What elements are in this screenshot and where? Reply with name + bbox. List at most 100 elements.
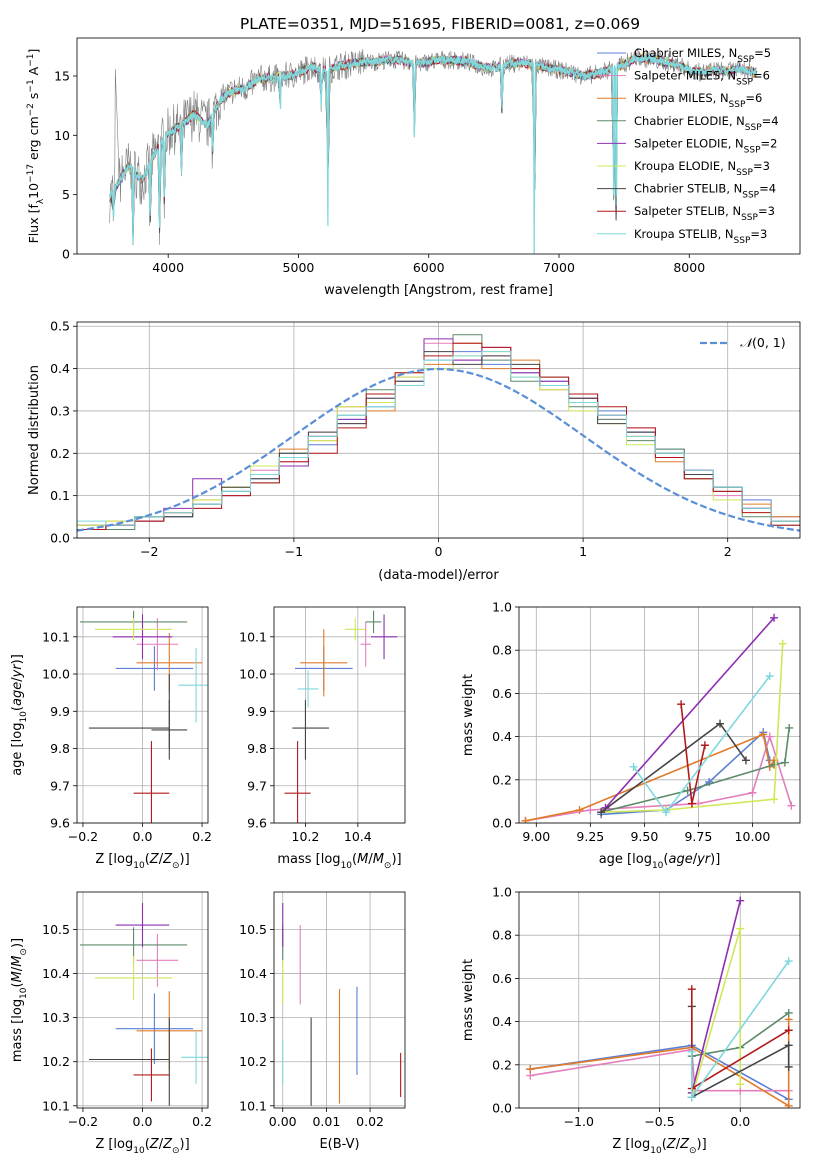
axes-weight-vs-z: −1.0 −0.5 0.0 0.0 0.2 0.4 0.6 0.8 1.0 Z [log10(Z/… (461, 885, 801, 1156)
errorbar-marker (115, 993, 194, 1064)
legend-label: Kroupa STELIB, NSSP=3 (634, 227, 767, 246)
plot-area-age-vs-mass (284, 610, 398, 823)
plus-marker (687, 985, 696, 994)
plot-area-mass-vs-ebv (282, 903, 402, 1106)
x-tick-label: 10.4 (344, 829, 372, 844)
y-tick-label: 10.1 (239, 629, 267, 644)
y-tick-label: 10.4 (239, 966, 267, 981)
axes-age-vs-z: −0.2 0.0 0.2 9.6 9.7 9.8 9.9 10.0 10.1 Z [log10(Z… (10, 606, 212, 871)
errorbar-marker (115, 646, 194, 691)
axes-residuals: −2 −1 0 1 2 0.0 0.1 0.2 0.3 0.4 0.5 𝒩(0, 1) (data-mo… (27, 319, 801, 583)
y-tick-label: 0.8 (492, 643, 512, 658)
spectrum-model-line (109, 53, 758, 241)
x-tick-label: 0.02 (356, 1114, 384, 1129)
plus-marker (526, 1065, 535, 1074)
y-tick-label: 0.8 (492, 928, 512, 943)
y-tick-label: 5 (62, 187, 70, 202)
errorbar-marker (300, 629, 348, 697)
y-tick-label: 0.5 (50, 319, 70, 334)
plus-marker (586, 806, 595, 815)
weight-series-line (604, 617, 775, 809)
y-axis-label: Normed distribution (27, 365, 42, 495)
x-tick-label: 10.2 (292, 829, 320, 844)
y-tick-label: 0.2 (50, 446, 70, 461)
y-tick-label: 10.2 (239, 1054, 267, 1069)
x-tick-label: −0.2 (68, 829, 98, 844)
y-tick-label: 0.0 (492, 816, 512, 831)
plus-marker (784, 1101, 793, 1108)
axes-age-vs-mass: 10.2 10.4 9.6 9.7 9.8 9.9 10.0 10.1 mass [log10(… (239, 606, 406, 871)
y-tick-label: 0.3 (50, 403, 70, 418)
x-axis-label: (data-model)/error (378, 568, 499, 583)
legend-label: Salpeter MILES, NSSP=6 (634, 69, 770, 88)
y-axis-label: mass weight (461, 959, 476, 1041)
legend-label: Chabrier MILES, NSSP=5 (634, 46, 771, 65)
errorbar-marker (115, 903, 170, 948)
spectrum-model-line (109, 53, 758, 254)
axes-frame (273, 891, 406, 1109)
x-axis-label: age [log10(age/yr)] (599, 852, 721, 871)
axes-frame (518, 891, 801, 1109)
axes-mass-vs-z: −0.2 0.0 0.2 10.1 10.2 10.3 10.4 10.5 Z [log10(Z… (10, 891, 212, 1156)
plus-marker (687, 799, 696, 808)
y-tick-label: 0.4 (492, 729, 512, 744)
legend-label: Kroupa ELODIE, NSSP=3 (634, 159, 770, 178)
errorbar-marker (360, 621, 371, 667)
x-tick-label: −0.5 (644, 1114, 674, 1129)
plus-marker (677, 700, 686, 709)
plus-marker (575, 806, 584, 815)
plus-marker (661, 808, 670, 817)
y-tick-label: 10.5 (239, 922, 267, 937)
plus-marker (687, 1093, 696, 1102)
plus-marker (784, 957, 793, 966)
y-tick-label: 0.0 (492, 1101, 512, 1116)
errorbar-marker (284, 741, 311, 823)
plus-marker (741, 756, 750, 765)
plus-marker (784, 1041, 793, 1050)
x-axis-label: Z [log10(Z/Z⊙)] (95, 1137, 189, 1156)
x-axis-label: wavelength [Angstrom, rest frame] (324, 283, 553, 298)
y-tick-label: 9.7 (50, 778, 70, 793)
plus-marker (765, 672, 774, 681)
x-tick-label: −1.0 (564, 1114, 594, 1129)
x-tick-label: 1 (579, 544, 587, 559)
y-tick-label: 9.8 (50, 741, 70, 756)
x-axis-label: mass [log10(M/M⊙)] (277, 852, 401, 871)
x-tick-label: −1 (285, 544, 303, 559)
spectrum-legend: Chabrier MILES, NSSP=5 Salpeter MILES, NS… (597, 46, 779, 246)
plot-area-age-vs-z (79, 610, 208, 823)
weight-series-line (601, 643, 784, 813)
histogram-series-line (77, 342, 800, 530)
legend-label: Kroupa MILES, NSSP=6 (634, 91, 762, 110)
x-tick-label: 9.25 (576, 829, 604, 844)
histogram-series-line (77, 351, 800, 526)
plot-area-mass-vs-z (79, 903, 208, 1106)
x-tick-label: −2 (140, 544, 158, 559)
errorbar-marker (94, 955, 173, 1000)
x-tick-label: 7000 (543, 260, 575, 275)
y-tick-label: 10.4 (42, 966, 70, 981)
y-tick-label: 0.1 (50, 488, 70, 503)
plus-marker (784, 1026, 793, 1035)
y-tick-label: 10.1 (42, 629, 70, 644)
errorbar-marker (133, 741, 170, 823)
plus-marker (770, 795, 779, 804)
legend-label: Chabrier STELIB, NSSP=4 (634, 182, 776, 201)
y-tick-label: 10.1 (239, 1098, 267, 1113)
axes-spectrum: 4000 5000 6000 7000 8000 0 5 10 15 Chabrier MILES… (26, 37, 801, 298)
weight-series-line (600, 727, 790, 813)
errorbar-marker (133, 1048, 170, 1102)
axes-frame (76, 606, 209, 824)
plot-area-weight-vs-z (526, 896, 793, 1108)
y-tick-label: 1.0 (492, 600, 512, 615)
y-axis-label: mass [log10(M/M⊙)] (10, 938, 29, 1062)
plus-marker (759, 730, 768, 739)
x-tick-label: 0 (435, 544, 443, 559)
plot-area-spectrum (109, 47, 758, 254)
y-tick-label: 10.5 (42, 922, 70, 937)
y-tick-label: 0.0 (50, 531, 70, 546)
x-tick-label: 0.0 (133, 1114, 153, 1129)
errorbar-marker (112, 614, 173, 660)
x-tick-label: 9.50 (630, 829, 658, 844)
plus-marker (765, 732, 774, 741)
